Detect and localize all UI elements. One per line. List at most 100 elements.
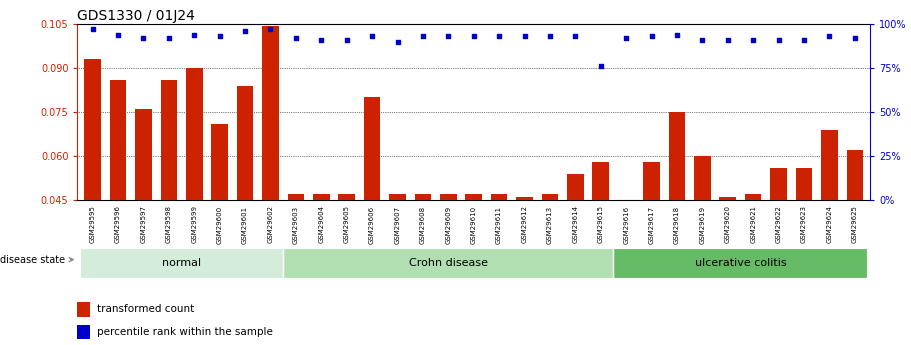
Point: [619, 36, 633, 41]
Point: [86, 27, 100, 32]
Text: GSM29617: GSM29617: [649, 205, 654, 244]
Text: GSM29616: GSM29616: [623, 205, 630, 244]
Point: [568, 34, 583, 39]
Text: GSM29621: GSM29621: [750, 205, 756, 244]
Text: GSM29603: GSM29603: [293, 205, 299, 244]
Text: GSM29598: GSM29598: [166, 205, 172, 244]
Text: GSM29596: GSM29596: [115, 205, 121, 244]
Point: [822, 34, 836, 39]
Text: GSM29612: GSM29612: [521, 205, 527, 244]
Text: GSM29599: GSM29599: [191, 205, 198, 244]
Point: [543, 34, 558, 39]
Text: GDS1330 / 01J24: GDS1330 / 01J24: [77, 9, 195, 23]
Text: GSM29624: GSM29624: [826, 205, 833, 243]
Bar: [313, 194, 330, 332]
Point: [746, 37, 761, 43]
Text: percentile rank within the sample: percentile rank within the sample: [97, 327, 272, 337]
Text: GSM29602: GSM29602: [268, 205, 273, 244]
Bar: [771, 168, 787, 332]
Text: GSM29607: GSM29607: [394, 205, 401, 244]
Bar: [643, 162, 660, 332]
Bar: [110, 80, 127, 332]
Text: GSM29610: GSM29610: [471, 205, 476, 244]
Bar: [77, 302, 90, 317]
Text: Crohn disease: Crohn disease: [409, 258, 487, 268]
Point: [364, 34, 379, 39]
Point: [263, 27, 278, 32]
Bar: [720, 197, 736, 332]
Point: [238, 28, 252, 34]
Text: disease state: disease state: [0, 255, 73, 265]
Bar: [694, 156, 711, 332]
Text: GSM29606: GSM29606: [369, 205, 375, 244]
Point: [390, 39, 404, 45]
Bar: [160, 80, 177, 332]
Point: [314, 37, 329, 43]
Bar: [363, 97, 381, 332]
Point: [187, 32, 201, 38]
Text: GSM29625: GSM29625: [852, 205, 858, 243]
Bar: [592, 162, 609, 332]
Bar: [262, 26, 279, 332]
Point: [670, 32, 684, 38]
Bar: [745, 194, 762, 332]
Text: normal: normal: [162, 258, 201, 268]
Bar: [567, 174, 584, 332]
Bar: [211, 124, 228, 332]
Bar: [135, 109, 152, 332]
Bar: [613, 248, 867, 278]
Text: GSM29622: GSM29622: [775, 205, 782, 243]
Text: GSM29605: GSM29605: [343, 205, 350, 244]
Bar: [846, 150, 863, 332]
Point: [517, 34, 532, 39]
Bar: [85, 59, 101, 332]
Point: [441, 34, 456, 39]
Bar: [618, 200, 634, 332]
Text: GSM29609: GSM29609: [445, 205, 451, 244]
Point: [695, 37, 710, 43]
Text: ulcerative colitis: ulcerative colitis: [695, 258, 786, 268]
Text: GSM29608: GSM29608: [420, 205, 426, 244]
Point: [644, 34, 659, 39]
Point: [212, 34, 227, 39]
Point: [847, 36, 862, 41]
Point: [161, 36, 176, 41]
Text: GSM29620: GSM29620: [725, 205, 731, 244]
Text: GSM29604: GSM29604: [318, 205, 324, 244]
Text: GSM29613: GSM29613: [547, 205, 553, 244]
Bar: [491, 194, 507, 332]
Point: [772, 37, 786, 43]
Bar: [237, 86, 253, 332]
Text: GSM29611: GSM29611: [496, 205, 502, 244]
Point: [111, 32, 126, 38]
Text: GSM29618: GSM29618: [674, 205, 680, 244]
Bar: [77, 325, 90, 339]
Point: [492, 34, 507, 39]
Point: [593, 63, 608, 69]
Text: GSM29600: GSM29600: [217, 205, 222, 244]
Bar: [186, 68, 202, 332]
Text: GSM29595: GSM29595: [89, 205, 96, 243]
Bar: [283, 248, 613, 278]
Bar: [542, 194, 558, 332]
Text: GSM29615: GSM29615: [598, 205, 604, 244]
Bar: [821, 130, 837, 332]
Bar: [517, 197, 533, 332]
Text: GSM29614: GSM29614: [572, 205, 578, 244]
Bar: [795, 168, 813, 332]
Text: GSM29619: GSM29619: [700, 205, 705, 244]
Bar: [339, 194, 355, 332]
Text: GSM29601: GSM29601: [242, 205, 248, 244]
Point: [415, 34, 430, 39]
Bar: [288, 194, 304, 332]
Bar: [80, 248, 283, 278]
Point: [289, 36, 303, 41]
Bar: [669, 112, 685, 332]
Bar: [440, 194, 456, 332]
Point: [721, 37, 735, 43]
Point: [340, 37, 354, 43]
Text: GSM29597: GSM29597: [140, 205, 147, 244]
Point: [137, 36, 151, 41]
Bar: [389, 194, 405, 332]
Point: [466, 34, 481, 39]
